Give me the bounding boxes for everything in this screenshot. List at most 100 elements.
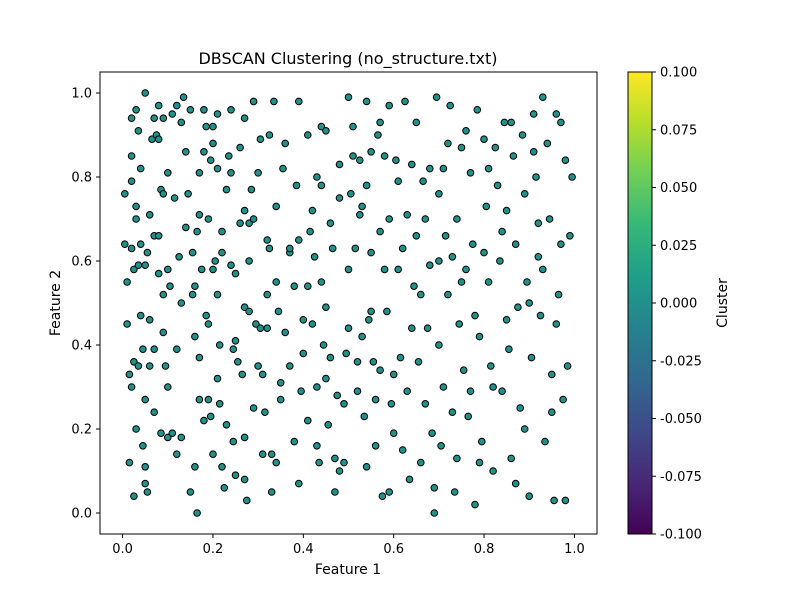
data-point bbox=[220, 484, 229, 492]
data-point bbox=[132, 215, 140, 223]
data-point bbox=[243, 496, 251, 505]
data-point bbox=[256, 135, 265, 143]
data-point bbox=[159, 328, 168, 337]
data-point bbox=[371, 442, 380, 450]
data-point bbox=[150, 408, 158, 417]
data-point bbox=[408, 160, 416, 169]
data-point bbox=[134, 261, 143, 270]
data-point bbox=[322, 303, 330, 312]
data-point bbox=[193, 227, 201, 236]
data-point bbox=[249, 404, 258, 412]
data-point bbox=[313, 173, 321, 181]
data-point bbox=[444, 139, 452, 148]
data-point bbox=[331, 454, 339, 463]
colorbar-tick-label: -0.075 bbox=[660, 470, 702, 485]
data-point bbox=[437, 442, 445, 450]
data-point bbox=[145, 211, 154, 219]
data-point bbox=[525, 299, 534, 307]
data-point bbox=[299, 316, 308, 324]
data-point bbox=[295, 479, 303, 488]
colorbar bbox=[627, 71, 653, 535]
data-point bbox=[143, 488, 152, 496]
y-tick-label: 0.2 bbox=[71, 423, 92, 438]
data-point bbox=[539, 265, 547, 274]
data-point bbox=[322, 374, 330, 383]
data-point bbox=[394, 265, 403, 274]
data-point bbox=[523, 278, 531, 286]
data-point bbox=[263, 236, 272, 244]
data-point bbox=[469, 240, 477, 248]
data-point bbox=[511, 479, 520, 488]
data-point bbox=[215, 400, 224, 408]
data-point bbox=[182, 148, 190, 156]
y-tick-label: 0.8 bbox=[71, 171, 92, 186]
data-point bbox=[188, 290, 197, 299]
data-point bbox=[356, 156, 364, 164]
data-point bbox=[529, 148, 538, 156]
data-point bbox=[548, 370, 556, 379]
data-point bbox=[356, 211, 364, 219]
data-point bbox=[204, 320, 213, 328]
data-point bbox=[252, 320, 260, 328]
data-point bbox=[507, 118, 516, 127]
data-point bbox=[195, 395, 204, 404]
data-point bbox=[164, 265, 172, 274]
data-point bbox=[236, 219, 244, 227]
data-point bbox=[186, 488, 195, 496]
y-tick-label: 0.6 bbox=[71, 255, 92, 270]
data-point bbox=[191, 463, 199, 471]
data-point bbox=[466, 169, 475, 177]
data-point bbox=[396, 353, 405, 362]
colorbar-tick-label: 0.025 bbox=[660, 239, 697, 254]
data-point bbox=[322, 127, 330, 135]
data-point bbox=[439, 383, 448, 391]
data-point bbox=[195, 353, 204, 362]
data-point bbox=[150, 114, 158, 122]
data-point bbox=[304, 416, 312, 425]
data-point bbox=[417, 458, 425, 467]
data-point bbox=[514, 303, 522, 312]
data-point bbox=[385, 101, 394, 110]
data-point bbox=[164, 383, 172, 391]
data-point bbox=[473, 106, 482, 114]
data-point bbox=[349, 122, 357, 131]
data-point bbox=[534, 252, 543, 261]
data-point bbox=[389, 429, 398, 438]
data-point bbox=[130, 492, 138, 501]
data-point bbox=[353, 387, 362, 396]
data-point bbox=[125, 458, 134, 467]
data-point bbox=[304, 131, 312, 139]
data-point bbox=[471, 311, 479, 320]
data-point bbox=[265, 131, 274, 139]
data-point bbox=[367, 307, 375, 316]
data-point bbox=[188, 248, 197, 257]
data-point bbox=[446, 101, 455, 110]
data-point bbox=[317, 278, 326, 286]
data-point bbox=[453, 454, 461, 463]
data-point bbox=[543, 139, 552, 148]
colorbar-label: Cluster bbox=[715, 278, 731, 328]
data-point bbox=[532, 173, 540, 181]
data-point bbox=[173, 101, 181, 110]
data-point bbox=[408, 324, 416, 333]
data-point bbox=[168, 429, 177, 438]
data-point bbox=[304, 282, 312, 291]
data-point bbox=[326, 219, 335, 227]
data-point bbox=[360, 412, 369, 421]
data-point bbox=[222, 185, 231, 194]
data-point bbox=[557, 118, 565, 127]
data-point bbox=[426, 164, 434, 173]
data-point bbox=[191, 282, 199, 291]
data-point bbox=[525, 492, 534, 501]
data-point bbox=[295, 236, 303, 244]
data-point bbox=[191, 332, 199, 341]
plot-area bbox=[100, 72, 597, 534]
data-point bbox=[267, 488, 276, 496]
data-point bbox=[351, 244, 360, 253]
data-point bbox=[175, 252, 183, 261]
data-point bbox=[145, 316, 154, 324]
data-point bbox=[209, 139, 217, 148]
data-point bbox=[130, 358, 138, 366]
data-point bbox=[426, 261, 434, 270]
data-point bbox=[295, 97, 303, 106]
